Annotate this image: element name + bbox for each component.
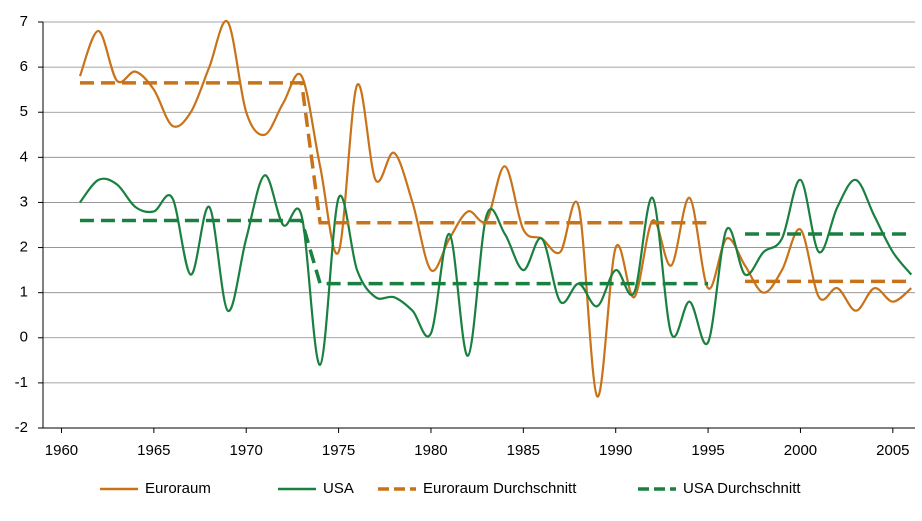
y-tick-label: 2 bbox=[20, 239, 28, 256]
y-tick-label: 3 bbox=[20, 193, 28, 210]
x-tick-label: 2000 bbox=[784, 442, 817, 459]
legend-label: Euroraum bbox=[145, 480, 211, 497]
legend-label: Euroraum Durchschnitt bbox=[423, 480, 577, 497]
y-tick-label: 7 bbox=[20, 13, 28, 30]
x-tick-label: 1960 bbox=[45, 442, 78, 459]
legend-label: USA bbox=[323, 480, 354, 497]
x-tick-label: 1990 bbox=[599, 442, 632, 459]
y-tick-label: -2 bbox=[15, 419, 28, 436]
x-tick-label: 1985 bbox=[507, 442, 540, 459]
x-tick-label: 1975 bbox=[322, 442, 355, 459]
average-line bbox=[79, 218, 709, 286]
x-tick-label: 1965 bbox=[137, 442, 170, 459]
series-line bbox=[78, 19, 913, 398]
x-tick-label: 2005 bbox=[876, 442, 909, 459]
y-tick-label: 1 bbox=[20, 284, 28, 301]
y-tick-label: 5 bbox=[20, 103, 28, 120]
x-tick-label: 1995 bbox=[691, 442, 724, 459]
y-tick-label: 0 bbox=[20, 329, 28, 346]
series-line bbox=[79, 174, 913, 366]
y-tick-label: 4 bbox=[20, 148, 28, 165]
x-tick-label: 1980 bbox=[414, 442, 447, 459]
x-tick-label: 1970 bbox=[230, 442, 263, 459]
legend-label: USA Durchschnitt bbox=[683, 480, 801, 497]
y-tick-label: -1 bbox=[15, 374, 28, 391]
y-tick-label: 6 bbox=[20, 58, 28, 75]
